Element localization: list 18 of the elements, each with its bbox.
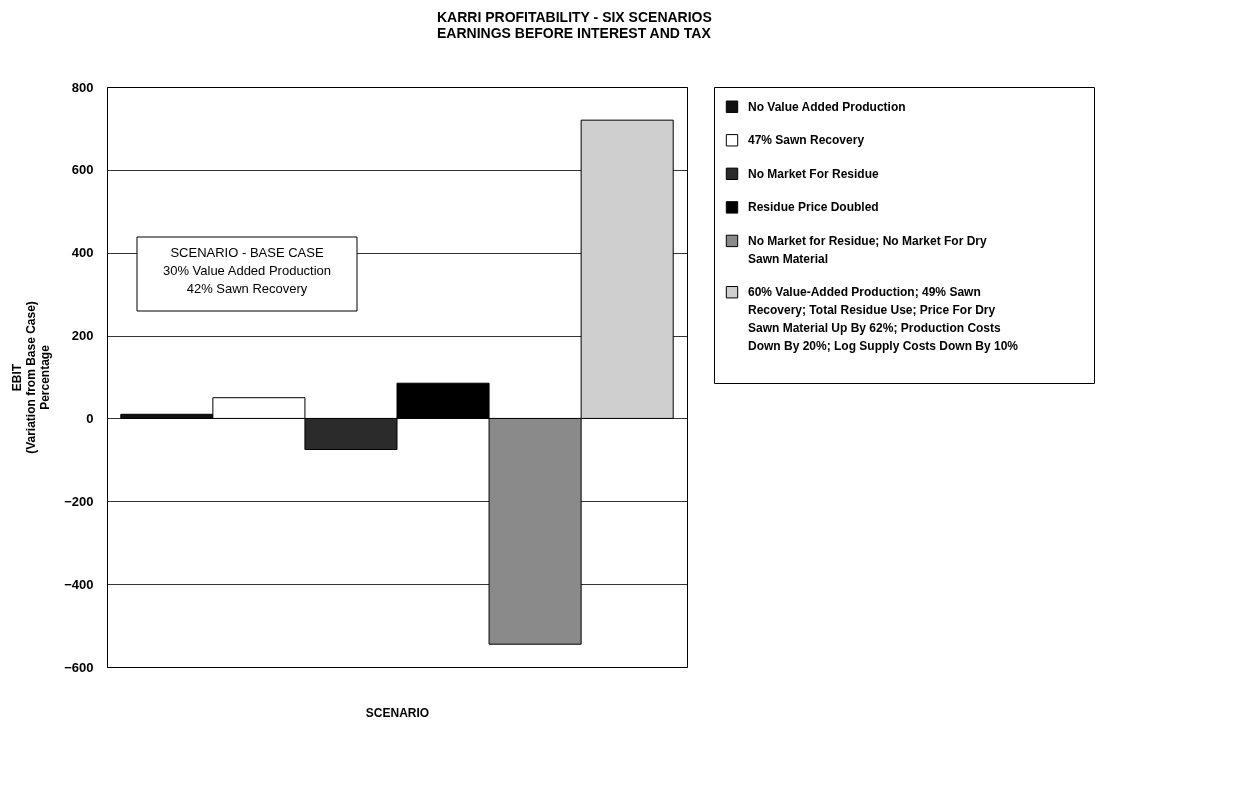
y-tick-label: 800 <box>71 79 94 95</box>
legend-label: Residue Price Doubled <box>748 200 879 215</box>
legend-label: 47% Sawn Recovery <box>748 133 865 148</box>
y-axis-title: EBIT (Variation from Base Case) Percentage <box>10 301 53 454</box>
y-tick-label: 200 <box>71 328 94 344</box>
y-tick-label: −200 <box>64 493 94 509</box>
y-tick-label: −400 <box>64 576 94 592</box>
annotation: SCENARIO - BASE CASE 30% Value Added Production 42% Sawn Recovery <box>162 245 332 296</box>
legend-label: No Market for Residue; No Market For Dry Sawn Material <box>748 233 988 266</box>
x-axis-title: SCENARIO <box>365 705 430 720</box>
y-tick-label: 400 <box>71 245 94 261</box>
y-tick-label: 600 <box>71 162 94 178</box>
chart-title: KARRI PROFITABILITY - SIX SCENARIOS EARNINGS BEFORE INTEREST AND TAX <box>437 8 712 41</box>
legend-label: 60% Value-Added Production; 49% Sawn Recovery; Total Residue Use; Price For Dry Sawn Material Up By 62%; Production Costs Down By 20%; Log Supply Costs Down By 10% <box>748 285 1019 354</box>
y-tick-label: −600 <box>64 659 94 675</box>
legend-label: No Value Added Production <box>748 99 906 114</box>
y-tick-label: 0 <box>86 410 94 426</box>
legend-label: No Market For Residue <box>748 166 880 181</box>
